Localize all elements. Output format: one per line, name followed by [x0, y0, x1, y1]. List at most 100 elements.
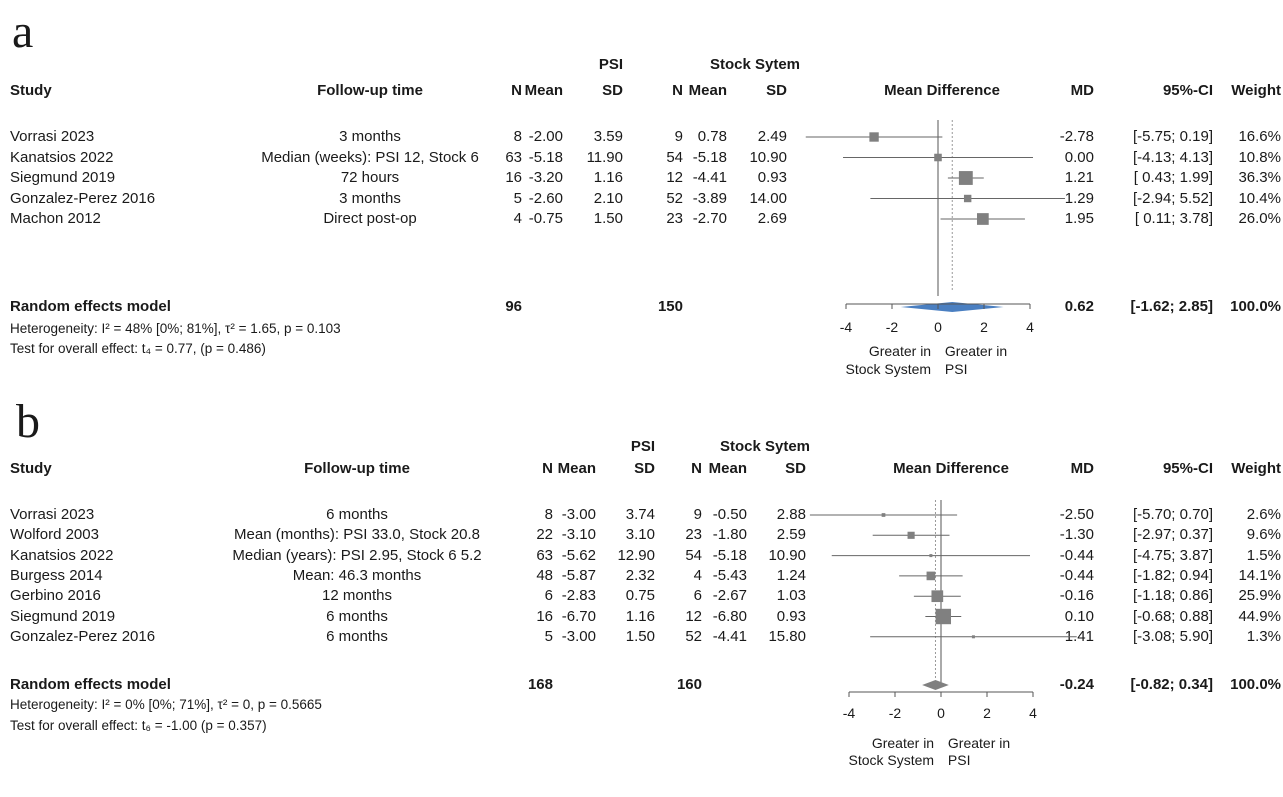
favours-stock-label: Stock System: [845, 361, 932, 377]
n-stock: 12: [666, 169, 683, 186]
sd-stock: 14.00: [749, 189, 787, 207]
x-tick-label: -4: [840, 319, 853, 335]
n-stock: 4: [693, 566, 702, 584]
group-label-psi: PSI: [598, 56, 623, 73]
ci-value: [-4.75; 3.87]: [1132, 546, 1213, 564]
md-value: 0.00: [1064, 148, 1094, 166]
n-psi: 16: [505, 169, 522, 186]
n-stock: 12: [685, 607, 702, 625]
x-tick-label: -4: [843, 705, 856, 721]
weight-value: 36.3%: [1238, 169, 1281, 186]
sd-stock: 10.90: [749, 148, 787, 166]
summary-n-stock: 160: [676, 676, 702, 693]
header-mean-difference: Mean Difference: [893, 460, 1009, 477]
sd-psi: 12.90: [617, 546, 655, 564]
study-point: [907, 531, 915, 539]
x-tick-label: -2: [889, 705, 902, 721]
n-stock: 23: [685, 526, 702, 544]
n-psi: 63: [505, 148, 522, 166]
summary-ci: [-0.82; 0.34]: [1130, 676, 1213, 693]
summary-weight: 100.0%: [1230, 298, 1281, 315]
summary-n-psi: 168: [527, 676, 553, 693]
x-tick-label: 2: [983, 705, 991, 721]
mean-psi: -3.00: [561, 506, 596, 523]
n-psi: 8: [513, 128, 522, 145]
x-tick-label: 0: [937, 705, 945, 721]
mean-stock: -1.80: [712, 526, 747, 544]
study-point: [971, 635, 975, 639]
panel-letter: a: [12, 5, 34, 58]
header-sd-stock: SD: [785, 460, 806, 477]
header-study: Study: [10, 460, 52, 477]
header-md: MD: [1070, 82, 1094, 99]
sd-psi: 3.59: [593, 128, 623, 145]
sd-psi: 0.75: [625, 587, 655, 605]
n-psi: 16: [536, 607, 553, 625]
study-name: Burgess 2014: [10, 566, 103, 584]
n-psi: 48: [536, 566, 553, 584]
n-psi: 22: [536, 526, 553, 544]
header-n-psi: N: [542, 460, 553, 477]
n-stock: 54: [666, 148, 683, 166]
follow-up-time: Median (years): PSI 2.95, Stock 6 5.2: [232, 546, 482, 564]
ci-value: [-3.08; 5.90]: [1132, 627, 1213, 645]
study-point: [881, 513, 886, 517]
n-stock: 52: [685, 627, 702, 645]
x-tick-label: 4: [1026, 319, 1034, 335]
follow-up-time: Mean: 46.3 months: [292, 566, 422, 584]
ci-value: [-2.97; 0.37]: [1132, 526, 1213, 544]
study-point: [934, 153, 942, 162]
header-sd-psi: SD: [602, 82, 623, 99]
ci-value: [-1.82; 0.94]: [1132, 566, 1213, 584]
follow-up-time: 6 months: [326, 607, 388, 625]
mean-psi: -3.20: [528, 169, 563, 186]
ci-value: [ 0.11; 3.78]: [1134, 210, 1213, 227]
x-tick-label: -2: [886, 319, 899, 335]
study-point: [963, 194, 972, 203]
header-n-stock: N: [691, 460, 702, 477]
favours-stock-label: Greater in: [871, 735, 935, 751]
mean-psi: -3.10: [561, 526, 596, 544]
sd-psi: 2.32: [625, 566, 655, 584]
summary-label: Random effects model: [10, 298, 171, 315]
study-point: [976, 213, 989, 225]
sd-stock: 0.93: [776, 607, 806, 625]
favours-stock-label: Stock System: [848, 752, 935, 768]
header-mean-psi: Mean: [557, 460, 596, 477]
mean-psi: -3.00: [561, 627, 596, 645]
favours-psi-label: PSI: [944, 361, 968, 377]
summary-n-stock: 150: [657, 298, 683, 315]
header-follow-up: Follow-up time: [304, 460, 410, 477]
md-value: -2.78: [1059, 128, 1094, 145]
study-name: Siegmund 2019: [10, 169, 116, 186]
sd-psi: 3.10: [625, 526, 655, 544]
md-value: 1.41: [1064, 627, 1094, 645]
n-stock: 54: [685, 546, 702, 564]
header-weight: Weight: [1231, 82, 1281, 99]
mean-psi: -6.70: [561, 607, 596, 625]
follow-up-time: 12 months: [321, 587, 393, 605]
md-value: -0.44: [1059, 566, 1094, 584]
mean-stock: -5.18: [712, 546, 747, 564]
favours-psi-label: PSI: [947, 752, 971, 768]
n-psi: 5: [544, 627, 553, 645]
header-n-stock: N: [672, 82, 683, 99]
study-name: Gonzalez-Perez 2016: [10, 189, 156, 207]
mean-psi: -5.18: [528, 148, 563, 166]
follow-up-time: 3 months: [339, 128, 401, 145]
study-name: Vorrasi 2023: [10, 506, 95, 523]
ci-value: [-1.18; 0.86]: [1132, 587, 1213, 605]
mean-stock: -0.50: [712, 506, 747, 523]
sd-stock: 0.93: [757, 169, 787, 186]
weight-value: 10.8%: [1238, 148, 1281, 166]
sd-psi: 2.10: [593, 189, 623, 207]
sd-psi: 3.74: [625, 506, 655, 523]
sd-stock: 1.03: [776, 587, 806, 605]
header-mean-stock: Mean: [688, 82, 727, 99]
md-value: 0.10: [1064, 607, 1094, 625]
group-label-psi: PSI: [630, 438, 655, 455]
panel-letter: b: [16, 395, 40, 448]
weight-value: 44.9%: [1238, 607, 1281, 625]
header-mean-stock: Mean: [708, 460, 747, 477]
header-95ci: 95%-CI: [1162, 82, 1213, 99]
